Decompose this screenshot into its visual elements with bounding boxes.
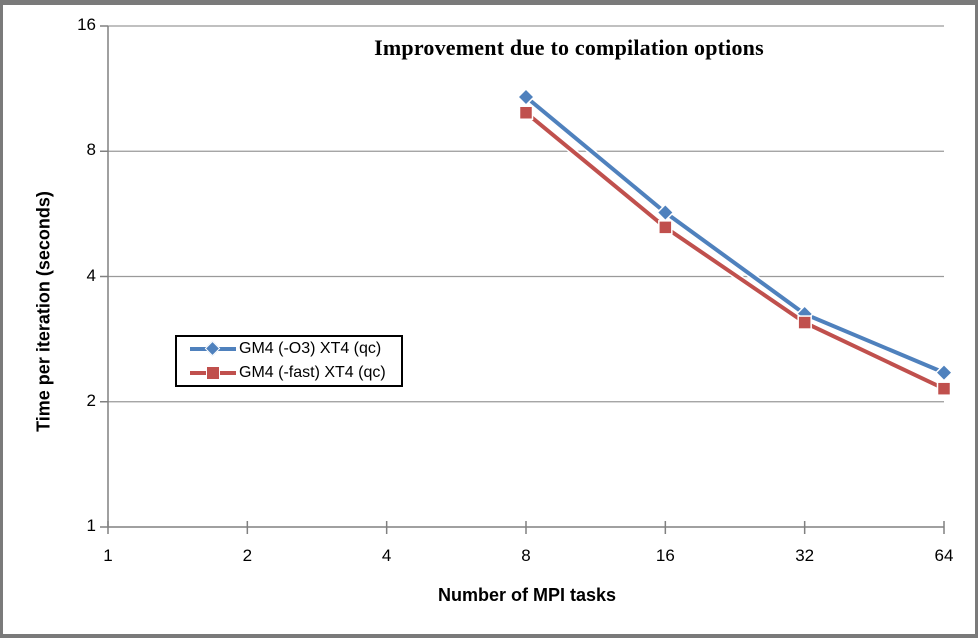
data-point-square: [658, 220, 673, 235]
x-tick-label: 32: [795, 546, 815, 565]
x-tick-label: 4: [381, 546, 392, 565]
y-tick-label: 4: [86, 265, 96, 285]
legend-box: GM4 (-O3) XT4 (qc) GM4 (-fast) XT4 (qc): [175, 335, 403, 387]
y-tick-label: 16: [77, 15, 96, 34]
x-axis-title: Number of MPI tasks: [437, 585, 617, 605]
y-tick-label: 1: [86, 516, 96, 535]
legend-marker-square-icon: [190, 365, 236, 381]
legend-marker-diamond-icon: [190, 340, 236, 357]
x-tick-label: 2: [242, 546, 253, 565]
legend-label: GM4 (-fast) XT4 (qc): [239, 364, 386, 381]
y-tick-label: 2: [86, 390, 96, 410]
x-tick-label: 16: [655, 546, 675, 565]
data-point-diamond: [516, 87, 536, 107]
legend-item: GM4 (-fast) XT4 (qc): [190, 361, 401, 385]
y-tick-label: 8: [86, 140, 96, 160]
square-icon: [206, 366, 220, 380]
data-point-square: [797, 315, 812, 330]
diamond-icon: [204, 340, 221, 357]
legend-label: GM4 (-O3) XT4 (qc): [239, 340, 382, 357]
series-line: [524, 95, 946, 375]
series-line-casing: [522, 93, 948, 377]
data-point-square: [936, 381, 952, 396]
data-point-diamond: [934, 363, 954, 382]
x-tick-label: 8: [521, 546, 531, 565]
x-tick-label: 1: [103, 546, 113, 565]
data-point-square: [518, 105, 534, 120]
x-tick-label: 64: [934, 546, 954, 565]
series-line: [524, 110, 946, 391]
chart-title: Improvement due to compilation options: [374, 35, 764, 60]
y-axis-title: Time per iteration (seconds): [33, 191, 54, 432]
legend-item: GM4 (-O3) XT4 (qc): [190, 337, 401, 361]
